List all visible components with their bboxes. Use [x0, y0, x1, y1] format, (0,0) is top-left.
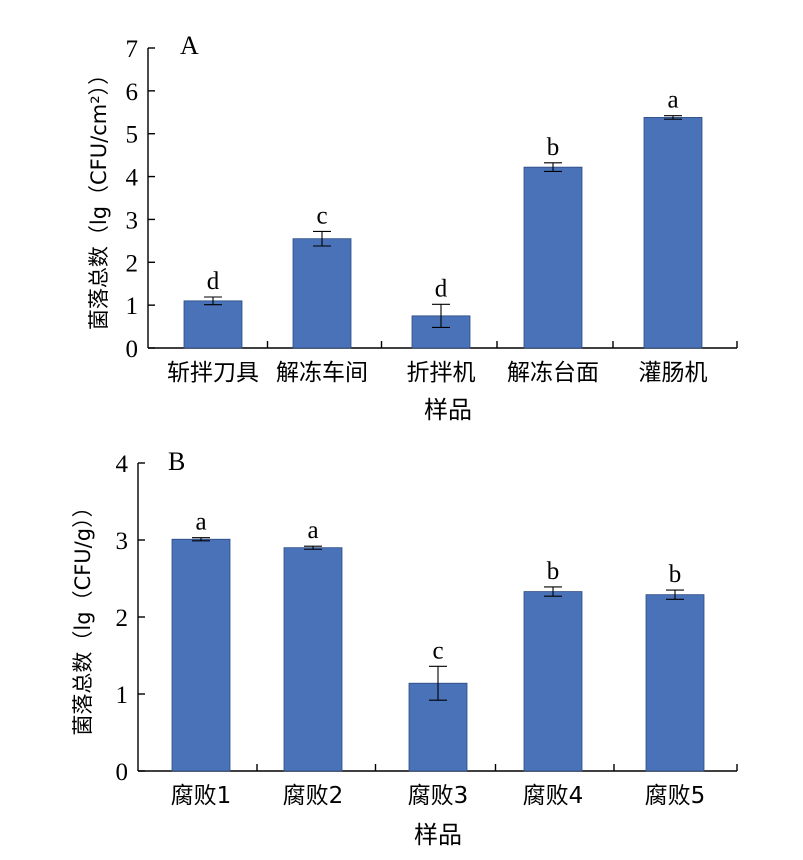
y-tick-label-b: 0	[116, 759, 129, 786]
y-tick-label-a: 3	[126, 207, 139, 234]
significance-label-b: b	[669, 561, 682, 588]
chart-panel-b: B 样品 菌落总数（lg（CFU/g）） 0 1 2 3 4 a 腐败1 a 腐败2 c 腐败3 b 腐…	[71, 447, 738, 849]
x-axis-title-a: 样品	[424, 396, 472, 424]
category-label-a: 折拌机	[407, 360, 476, 386]
y-axis-title-a: 菌落总数（lg（CFU/cm²））	[87, 64, 111, 330]
bar-a	[292, 238, 352, 349]
y-tick-label-a: 7	[126, 36, 139, 63]
significance-label-a: d	[435, 275, 448, 302]
significance-label-a: a	[667, 87, 678, 114]
y-tick-label-a: 6	[126, 79, 139, 106]
bar-a	[183, 300, 243, 349]
category-label-b: 腐败5	[645, 783, 706, 809]
y-tick-label-a: 4	[126, 165, 139, 192]
y-tick-label-b: 2	[116, 605, 129, 632]
x-axis-title-b: 样品	[414, 821, 462, 849]
significance-label-b: b	[547, 558, 560, 585]
bar-a	[523, 166, 583, 349]
category-label-b: 腐败2	[283, 783, 344, 809]
y-tick-label-b: 1	[116, 682, 129, 709]
chart-panel-a: A 样品 菌落总数（lg（CFU/cm²）） 0 1 2 3 4 5 6 7 d 斩拌刀具 c 解冻车…	[87, 31, 738, 424]
category-label-b: 腐败1	[171, 783, 232, 809]
bar-a	[643, 117, 703, 349]
bar-a	[411, 315, 471, 349]
significance-label-b: c	[432, 637, 443, 664]
significance-label-a: b	[547, 134, 560, 161]
y-tick-label-a: 0	[126, 336, 139, 363]
significance-label-b: a	[195, 509, 206, 536]
panel-label-a: A	[180, 31, 199, 60]
y-axis-title-b: 菌落总数（lg（CFU/g））	[71, 496, 95, 735]
significance-label-a: c	[316, 202, 327, 229]
bar-b	[283, 547, 343, 772]
category-label-a: 解冻车间	[276, 360, 368, 386]
y-tick-label-a: 1	[126, 293, 139, 320]
panel-label-b: B	[168, 447, 185, 476]
y-tick-label-a: 5	[126, 122, 139, 149]
bar-b	[171, 538, 231, 772]
category-label-b: 腐败3	[408, 783, 469, 809]
category-label-b: 腐败4	[523, 783, 584, 809]
category-label-a: 斩拌刀具	[167, 360, 259, 386]
y-tick-label-b: 4	[116, 451, 129, 478]
significance-label-a: d	[207, 268, 220, 295]
bar-b	[523, 591, 583, 772]
category-label-a: 灌肠机	[639, 360, 708, 386]
y-tick-label-b: 3	[116, 528, 129, 555]
significance-label-b: a	[307, 517, 318, 544]
category-label-a: 解冻台面	[507, 360, 599, 386]
bar-b	[645, 594, 705, 772]
y-tick-label-a: 2	[126, 250, 139, 277]
